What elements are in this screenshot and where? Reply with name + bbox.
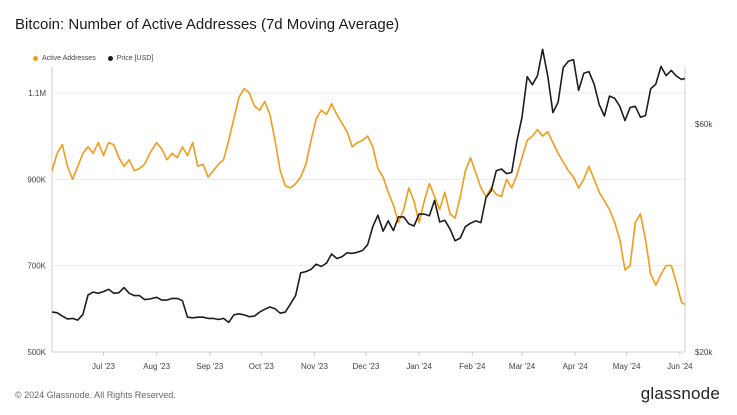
legend-item-price[interactable]: Price [USD] xyxy=(107,55,154,62)
legend-item-active-addresses[interactable]: Active Addresses xyxy=(33,55,96,62)
x-tick-label: Jul '23 xyxy=(92,362,115,371)
x-tick-label: Dec '23 xyxy=(352,362,379,371)
x-tick-label: Feb '24 xyxy=(459,362,486,371)
series-line-price xyxy=(51,48,686,324)
x-tick-label: Apr '24 xyxy=(563,362,589,371)
series-line-active-addresses xyxy=(51,87,686,306)
y-right-tick-label: $60k xyxy=(695,120,713,129)
x-tick-label: Jun '24 xyxy=(667,362,693,371)
y-left-tick-label: 900K xyxy=(27,175,46,184)
chart-title: Bitcoin: Number of Active Addresses (7d … xyxy=(15,16,400,33)
y-left-tick-label: 500K xyxy=(27,348,46,357)
chart-legend: Active Addresses Price [USD] xyxy=(33,55,153,62)
x-tick-label: Mar '24 xyxy=(509,362,536,371)
y-left-tick-label: 1.1M xyxy=(28,89,46,98)
legend-label-active-addresses: Active Addresses xyxy=(42,55,96,62)
x-tick-label: Jan '24 xyxy=(406,362,432,371)
x-tick-label: Oct '23 xyxy=(249,362,275,371)
glassnode-logo: glassnode xyxy=(640,384,720,403)
y-right-tick-label: $20k xyxy=(695,348,713,357)
legend-dot-active-addresses xyxy=(33,56,38,61)
x-tick-label: Sep '23 xyxy=(196,362,223,371)
x-tick-label: Aug '23 xyxy=(143,362,170,371)
x-tick-label: Nov '23 xyxy=(301,362,328,371)
x-tick-label: May '24 xyxy=(613,362,641,371)
legend-label-price: Price [USD] xyxy=(116,55,154,62)
y-left-tick-label: 700K xyxy=(27,262,46,271)
legend-dot-price xyxy=(107,56,113,61)
copyright-footer: © 2024 Glassnode. All Rights Reserved. xyxy=(15,390,176,400)
